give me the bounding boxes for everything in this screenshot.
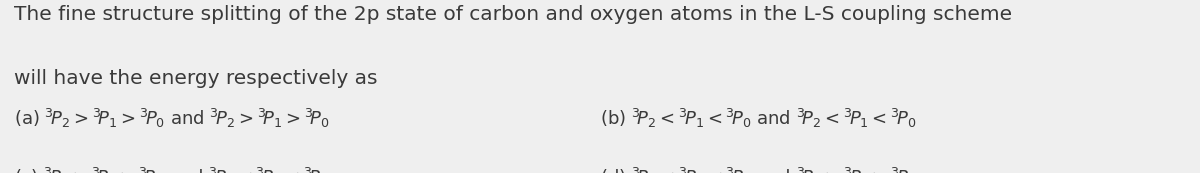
Text: (c) $^3\!P_2 > {^3\!P_1} > {^3\!P_0}$ and $^3\!P_2 < {^3\!P_1} < {^3\!P_0}$: (c) $^3\!P_2 > {^3\!P_1} > {^3\!P_0}$ an… — [14, 166, 329, 173]
Text: The fine structure splitting of the 2p state of carbon and oxygen atoms in the L: The fine structure splitting of the 2p s… — [14, 5, 1013, 24]
Text: (d) $^3\!P_2 < {^3\!P_1} < {^3\!P_0}$ and $^3\!P_2 > {^3\!P_1} > {^3\!P_0}$: (d) $^3\!P_2 < {^3\!P_1} < {^3\!P_0}$ an… — [600, 166, 917, 173]
Text: will have the energy respectively as: will have the energy respectively as — [14, 69, 378, 88]
Text: (b) $^3\!P_2 < {^3\!P_1} < {^3\!P_0}$ and $^3\!P_2 < {^3\!P_1} < {^3\!P_0}$: (b) $^3\!P_2 < {^3\!P_1} < {^3\!P_0}$ an… — [600, 107, 917, 130]
Text: (a) $^3\!P_2 > {^3\!P_1} > {^3\!P_0}$ and $^3\!P_2 > {^3\!P_1} > {^3\!P_0}$: (a) $^3\!P_2 > {^3\!P_1} > {^3\!P_0}$ an… — [14, 107, 330, 130]
